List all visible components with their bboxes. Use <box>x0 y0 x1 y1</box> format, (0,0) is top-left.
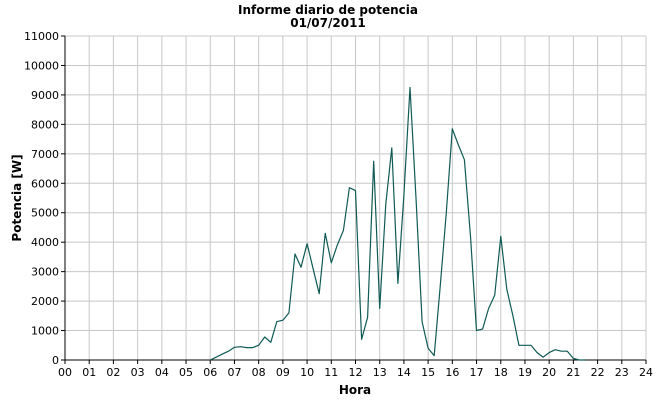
y-tick-label: 5000 <box>31 207 59 220</box>
y-tick-label: 3000 <box>31 266 59 279</box>
y-tick-label: 6000 <box>31 177 59 190</box>
x-tick-label: 17 <box>470 366 484 379</box>
chart-title: Informe diario de potencia <box>238 3 418 17</box>
y-tick-label: 9000 <box>31 89 59 102</box>
x-tick-label: 06 <box>203 366 217 379</box>
y-tick-label: 11000 <box>24 30 59 43</box>
x-tick-label: 16 <box>445 366 459 379</box>
x-tick-label: 13 <box>373 366 387 379</box>
x-tick-label: 15 <box>421 366 435 379</box>
power-series-line <box>210 86 586 361</box>
x-tick-label: 01 <box>82 366 96 379</box>
x-tick-label: 22 <box>591 366 605 379</box>
x-tick-labels: 00 01 02 03 04 05 06 07 08 09 10 11 12 13 14 15 16 17 18 19… <box>58 360 653 379</box>
y-tick-labels: 0 1000 2000 3000 4000 5000 6000 7000 8000 9000 100… <box>24 30 65 367</box>
x-tick-label: 24 <box>639 366 653 379</box>
x-tick-label: 05 <box>179 366 193 379</box>
x-tick-label: 02 <box>106 366 120 379</box>
x-tick-label: 21 <box>566 366 580 379</box>
x-tick-label: 08 <box>252 366 266 379</box>
x-tick-label: 18 <box>494 366 508 379</box>
y-tick-label: 4000 <box>31 236 59 249</box>
x-tick-label: 09 <box>276 366 290 379</box>
x-tick-label: 14 <box>397 366 411 379</box>
x-tick-label: 12 <box>349 366 363 379</box>
x-tick-label: 23 <box>615 366 629 379</box>
x-tick-label: 00 <box>58 366 72 379</box>
x-tick-label: 20 <box>542 366 556 379</box>
x-tick-label: 03 <box>131 366 145 379</box>
y-tick-label: 2000 <box>31 295 59 308</box>
x-axis-label: Hora <box>339 383 371 397</box>
y-axis-label: Potencia [W] <box>10 154 24 241</box>
y-tick-label: 10000 <box>24 59 59 72</box>
y-tick-label: 0 <box>52 354 59 367</box>
x-tick-label: 11 <box>324 366 338 379</box>
x-tick-label: 04 <box>155 366 169 379</box>
chart-subtitle: 01/07/2011 <box>290 16 366 30</box>
y-tick-label: 1000 <box>31 325 59 338</box>
x-tick-label: 07 <box>227 366 241 379</box>
x-tick-label: 10 <box>300 366 314 379</box>
y-tick-label: 7000 <box>31 148 59 161</box>
y-tick-label: 8000 <box>31 118 59 131</box>
x-tick-label: 19 <box>518 366 532 379</box>
